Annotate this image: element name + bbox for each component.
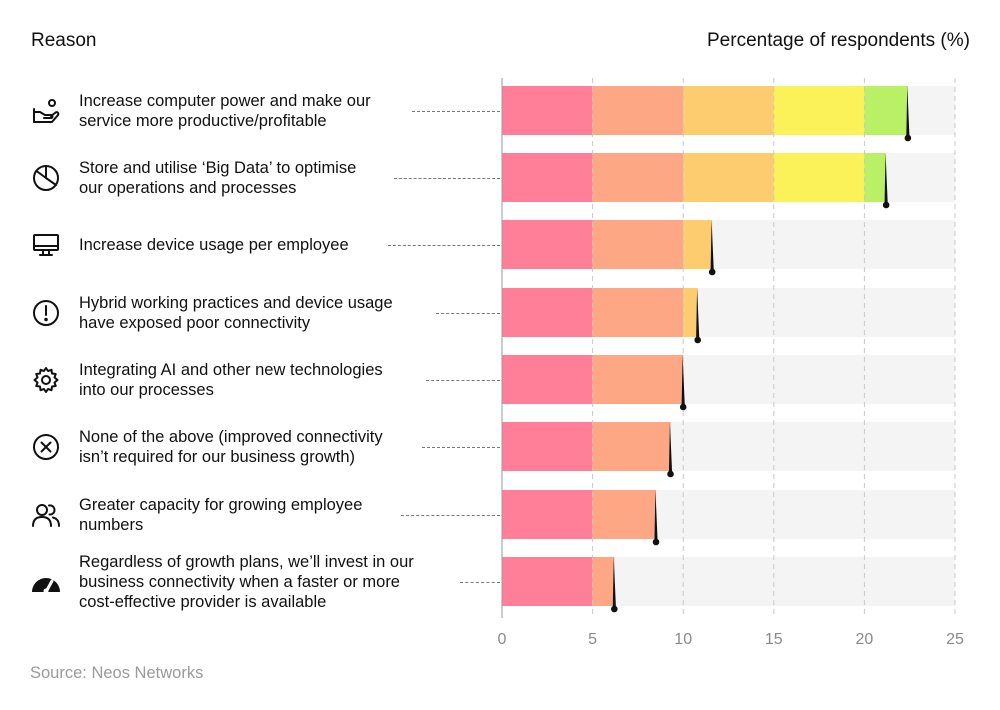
leader-line — [401, 515, 500, 516]
leader-line — [460, 582, 500, 583]
bar-segment — [502, 355, 593, 404]
value-marker — [667, 422, 674, 478]
bar-segment — [683, 220, 713, 269]
value-marker — [882, 153, 890, 209]
bar-segment — [592, 422, 671, 471]
bar-segment — [592, 288, 684, 337]
category-label: Integrating AI and other new technologie… — [79, 361, 383, 399]
leader-line — [426, 380, 500, 381]
value-marker — [679, 355, 687, 411]
x-axis-header: Percentage of respondents (%) — [707, 30, 970, 51]
bar-segment — [502, 220, 593, 269]
bar-segment — [592, 490, 657, 539]
bar-segment — [502, 422, 593, 471]
category-row: None of the above (improved connectivity… — [30, 422, 500, 472]
x-tick-label: 10 — [674, 631, 692, 648]
bar-segment — [683, 86, 774, 135]
leader-line — [412, 111, 500, 112]
value-marker — [652, 490, 660, 546]
leader-line — [436, 313, 500, 314]
x-tick-label: 20 — [856, 631, 874, 648]
category-label: None of the above (improved connectivity… — [79, 428, 383, 466]
x-tick-label: 5 — [588, 631, 597, 648]
users-icon — [30, 499, 62, 531]
value-marker — [904, 86, 912, 142]
bar-segment — [592, 220, 684, 269]
category-label: Greater capacity for growing employee nu… — [79, 496, 363, 534]
category-label: Regardless of growth plans, we’ll invest… — [79, 553, 414, 611]
category-label: Store and utilise ‘Big Data’ to optimise… — [79, 159, 357, 197]
value-marker — [708, 220, 716, 276]
category-row: Regardless of growth plans, we’ll invest… — [30, 553, 500, 611]
pie-chart-icon — [30, 162, 62, 194]
bar-segment — [502, 86, 593, 135]
leader-line — [394, 178, 500, 179]
source-note: Source: Neos Networks — [30, 664, 204, 682]
x-tick-label: 15 — [765, 631, 783, 648]
hand-with-person-icon — [30, 95, 62, 127]
x-tick-label: 25 — [946, 631, 964, 648]
x-tick-label: 0 — [498, 631, 507, 648]
bar-segment — [592, 355, 684, 404]
bar-segment — [502, 490, 593, 539]
bar-chart: 0 5 10 15 20 25 — [498, 78, 964, 648]
bar-segment — [683, 288, 698, 337]
y-axis-header: Reason — [31, 30, 97, 51]
category-label: Increase device usage per employee — [79, 236, 349, 254]
value-marker — [611, 557, 618, 613]
bar-segment — [592, 86, 684, 135]
bar-segment — [683, 153, 774, 202]
category-row: Increase computer power and make our ser… — [30, 86, 500, 136]
leader-line — [422, 447, 500, 448]
value-marker — [694, 288, 701, 344]
bar-segment — [592, 153, 684, 202]
bar-segment — [592, 557, 615, 606]
bar-segment — [502, 288, 593, 337]
x-circle-icon — [30, 431, 62, 463]
gear-icon — [30, 364, 62, 396]
category-label: Increase computer power and make our ser… — [79, 92, 371, 130]
bar-segment — [773, 153, 865, 202]
bar-segment — [502, 153, 593, 202]
category-row: Hybrid working practices and device usag… — [30, 288, 500, 338]
speedometer-icon — [30, 566, 62, 598]
monitor-icon — [30, 229, 62, 261]
leader-line — [388, 245, 500, 246]
bar-segment — [864, 86, 908, 135]
category-label: Hybrid working practices and device usag… — [79, 294, 393, 332]
category-labels: Increase computer power and make our ser… — [0, 0, 500, 640]
category-row: Increase device usage per employee — [30, 220, 500, 270]
bar-segment — [773, 86, 865, 135]
bar-segment — [864, 153, 887, 202]
category-row: Store and utilise ‘Big Data’ to optimise… — [30, 153, 500, 203]
category-row: Greater capacity for growing employee nu… — [30, 490, 500, 540]
category-row: Integrating AI and other new technologie… — [30, 355, 500, 405]
alert-circle-icon — [30, 297, 62, 329]
bar-segment — [502, 557, 593, 606]
